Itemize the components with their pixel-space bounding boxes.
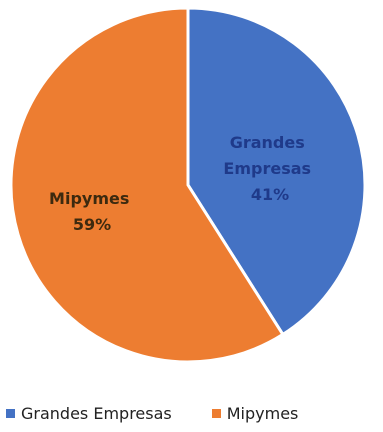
legend-item-mipymes: Mipymes xyxy=(211,403,299,423)
slice-percent-grandes: 41% xyxy=(251,185,289,204)
legend-item-grandes-empresas: Grandes Empresas xyxy=(6,404,172,423)
legend-label-mipymes: Mipymes xyxy=(226,403,299,423)
pie-chart-plot: Grandes Empresas 41% Mipymes 59% xyxy=(9,6,367,364)
slice-label-mipymes: Mipymes 59% xyxy=(49,189,135,234)
chart-legend: Grandes Empresas Mipymes xyxy=(0,398,383,428)
slice-label-grandes-line1: Grandes xyxy=(230,133,305,152)
legend-label-grandes-empresas: Grandes Empresas xyxy=(21,403,172,423)
slice-label-grandes-line2: Empresas xyxy=(223,159,311,178)
legend-swatch-grandes-empresas xyxy=(6,408,15,418)
pie-slices xyxy=(9,6,367,364)
slice-percent-mipymes: 59% xyxy=(73,215,111,234)
legend-swatch-mipymes xyxy=(211,408,221,418)
slice-label-mipymes-line1: Mipymes xyxy=(49,189,129,208)
slice-label-grandes-empresas: Grandes Empresas 41% xyxy=(223,133,316,204)
pie-slice-mipymes xyxy=(9,6,285,364)
